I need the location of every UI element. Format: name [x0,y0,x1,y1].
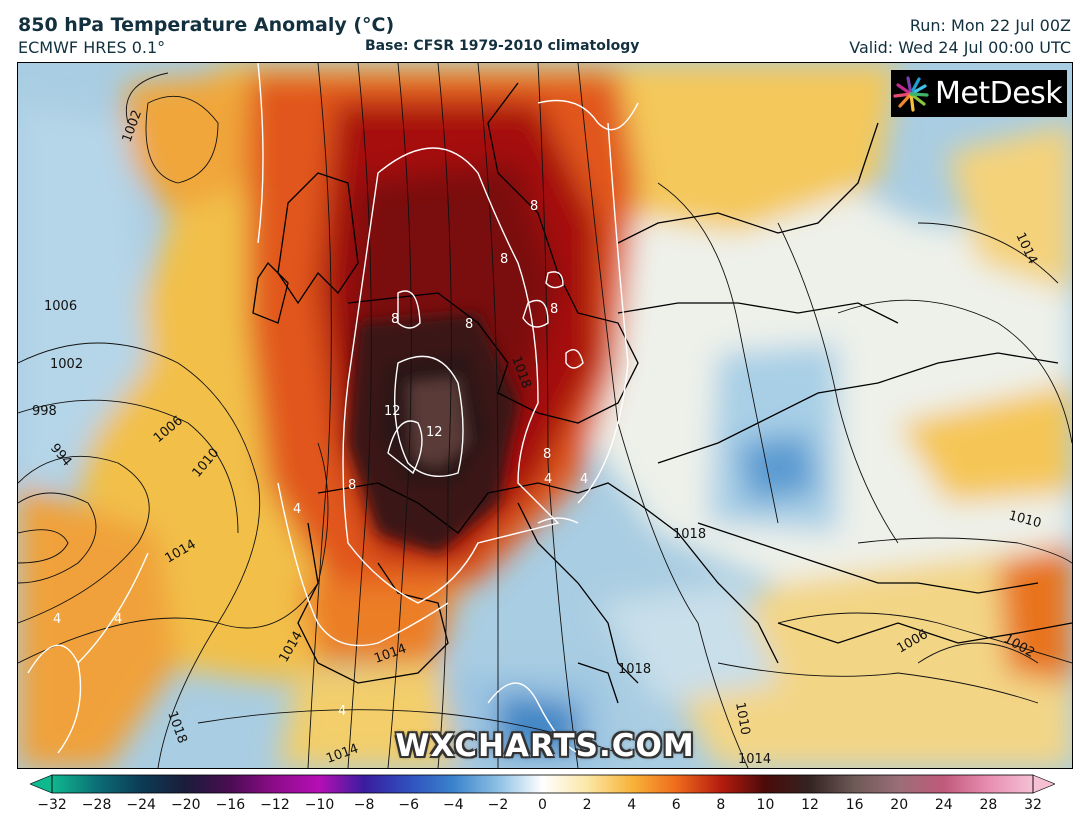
anomaly-label: 8 [543,447,551,462]
anomaly-label: 4 [114,612,122,627]
anomaly-label: 8 [465,317,473,332]
anomaly-label: 12 [426,425,443,440]
map-title: 850 hPa Temperature Anomaly (°C) [18,14,395,36]
colorbar-left-arrow [30,774,53,794]
anomaly-core [348,313,518,553]
anomaly-label: 8 [348,478,356,493]
colorbar-tick-label: 8 [716,797,726,813]
colorbar-tick-label: 12 [801,797,819,813]
isobar-label: 998 [32,404,57,419]
run-time: Run: Mon 22 Jul 00Z [909,16,1071,35]
colorbar-tick-label: −28 [81,797,112,813]
colorbar-tick-label: −20 [170,797,201,813]
anomaly-label: 12 [384,404,401,419]
watermark: WXCHARTS.COM [395,728,695,764]
metdesk-logo: MetDesk [891,70,1067,117]
anomaly-contours [27,63,639,754]
colorbar-tick-label: −32 [37,797,67,813]
anomaly-field [18,63,1072,768]
coastlines [252,82,1072,704]
anomaly-label: 4 [293,502,301,517]
climatology-base: Base: CFSR 1979-2010 climatology [365,38,640,54]
colorbar-tick-label: 20 [890,797,909,813]
colorbar-tick-label: −24 [126,797,156,813]
colorbar-tick-label: −2 [487,797,509,813]
colorbar-right-arrow [1032,774,1055,794]
valid-time: Valid: Wed 24 Jul 00:00 UTC [849,38,1071,57]
colorbar [30,774,1055,794]
colorbar-frame [51,774,1034,794]
colorbar-tick-label: 28 [979,797,998,813]
anomaly-map[interactable]: 1002 1006 1002 998 994 1006 1010 1014 10… [17,62,1073,769]
colorbar-tick-label: 32 [1024,797,1042,813]
colorbar-tick-label: −10 [304,797,335,813]
anomaly-label-group: 8 8 8 8 8 12 12 8 8 4 4 4 4 4 4 [53,199,588,719]
colorbar-tick-label: 6 [671,797,681,813]
isobar-label: 1018 [673,527,706,542]
logo-text: MetDesk [935,76,1063,111]
colorbar-tick-label: −16 [215,797,246,813]
colorbar-tick-label: 24 [934,797,953,813]
anomaly-label: 4 [544,472,552,487]
colorbar-tick-label: −12 [260,797,290,813]
isobar-label: 1018 [618,662,651,677]
anomaly-label: 4 [338,704,346,719]
colorbar-tick-label: 10 [756,797,775,813]
isobars [18,63,1072,768]
model-name: ECMWF HRES 0.1° [18,38,166,57]
colorbar-tick-label: −8 [353,797,375,813]
colorbar-tick-label: −6 [398,797,420,813]
metdesk-starburst-icon [893,75,929,112]
colorbar-tick-label: 2 [582,797,592,813]
anomaly-label: 8 [500,252,508,267]
colorbar-tick-label: 4 [627,797,637,813]
isobar-label: 1010 [732,701,753,736]
colorbar-tick-label: 16 [845,797,864,813]
colorbar-tick-label: −4 [442,797,464,813]
isobar-label: 1006 [44,299,77,314]
anomaly-label: 4 [580,472,588,487]
anomaly-label: 8 [391,312,399,327]
isobar-label: 1014 [738,752,771,767]
isobar-label: 1002 [50,357,83,372]
colorbar-tick-label: 0 [538,797,547,813]
anomaly-label: 8 [550,302,558,317]
colorbar-gradient [52,775,1033,793]
map-canvas: 1002 1006 1002 998 994 1006 1010 1014 10… [18,63,1072,768]
anomaly-label: 8 [530,199,538,214]
anomaly-label: 4 [53,612,61,627]
